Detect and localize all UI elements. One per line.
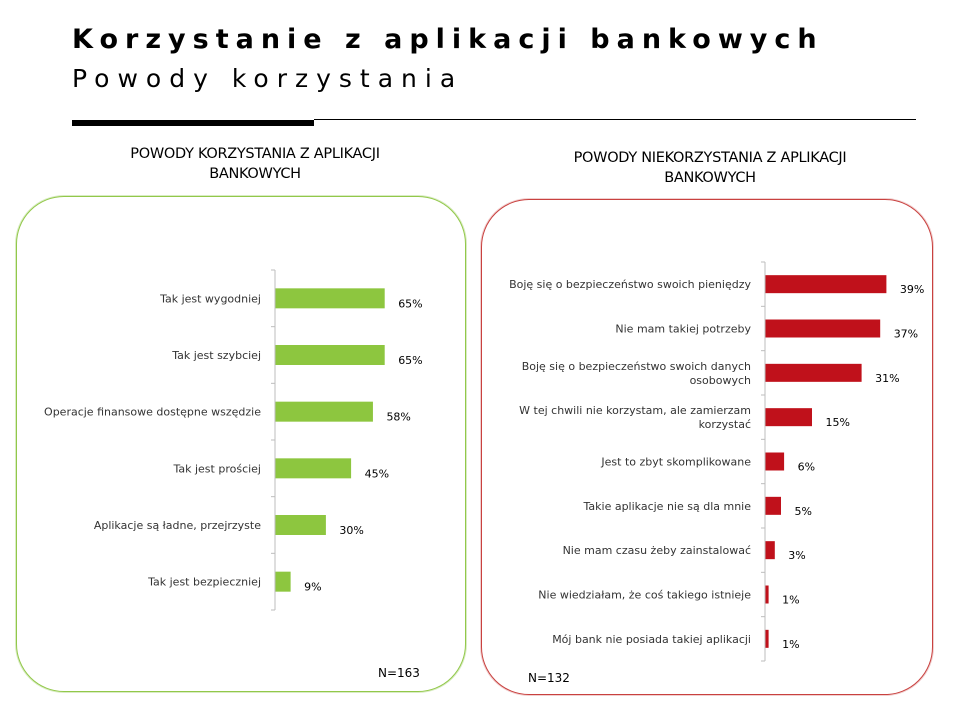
- right-category-label: Takie aplikacje nie są dla mnie: [583, 500, 752, 513]
- right-bar: [765, 408, 812, 427]
- left-bar: [275, 288, 385, 309]
- left-sample-size: N=163: [378, 666, 420, 680]
- right-bar: [765, 452, 785, 471]
- right-bar: [765, 363, 862, 382]
- right-value-label: 15%: [826, 416, 850, 429]
- left-category-label-line: Operacje finansowe dostępne wszędzie: [44, 406, 261, 419]
- right-category-label-line: Boję się o bezpieczeństwo swoich danych: [522, 360, 751, 373]
- right-bar: [765, 629, 769, 648]
- left-category-label: Operacje finansowe dostępne wszędzie: [44, 406, 261, 419]
- page-title: Korzystanie z aplikacji bankowych: [72, 24, 824, 55]
- right-category-label-line: Nie wiedziałam, że coś takiego istnieje: [538, 589, 751, 602]
- right-value-label: 37%: [894, 328, 918, 341]
- right-value-label: 3%: [788, 549, 805, 562]
- right-value-label: 1%: [782, 594, 799, 607]
- right-category-label-line: osobowych: [690, 374, 751, 387]
- left-chart-title: POWODY KORZYSTANIA Z APLIKACJI BANKOWYCH: [60, 144, 450, 184]
- right-category-label-line: Mój bank nie posiada takiej aplikacji: [552, 633, 751, 646]
- right-category-label: W tej chwili nie korzystam, ale zamierza…: [519, 404, 751, 431]
- right-chart-title: POWODY NIEKORZYSTANIA Z APLIKACJI BANKOW…: [505, 148, 915, 188]
- right-category-label-line: Nie mam czasu żeby zainstalować: [563, 544, 751, 557]
- right-category-label-line: Takie aplikacje nie są dla mnie: [583, 500, 752, 513]
- left-category-label: Tak jest bezpieczniej: [147, 576, 261, 589]
- right-chart-title-line-2: BANKOWYCH: [664, 170, 756, 186]
- left-chart-panel: [16, 196, 466, 692]
- right-bar: [765, 319, 881, 338]
- right-category-label: Jest to zbyt skomplikowane: [600, 456, 751, 469]
- left-category-label-line: Tak jest prościej: [172, 462, 261, 475]
- right-category-label: Boję się o bezpieczeństwo swoich pienięd…: [509, 278, 751, 291]
- left-category-label: Tak jest wygodniej: [159, 292, 261, 305]
- left-bar: [275, 401, 373, 422]
- right-value-label: 5%: [795, 505, 812, 518]
- right-value-label: 39%: [900, 283, 924, 296]
- right-category-label-line: W tej chwili nie korzystam, ale zamierza…: [519, 404, 751, 417]
- right-value-label: 6%: [798, 461, 815, 474]
- left-value-label: 65%: [398, 297, 422, 310]
- left-category-label: Tak jest szybciej: [171, 349, 261, 362]
- left-value-label: 9%: [304, 581, 321, 594]
- right-bar: [765, 275, 887, 294]
- right-bar: [765, 585, 769, 604]
- right-category-label-line: Boję się o bezpieczeństwo swoich pienięd…: [509, 278, 751, 291]
- right-category-label: Nie mam czasu żeby zainstalować: [563, 544, 751, 557]
- left-category-label-line: Tak jest szybciej: [171, 349, 261, 362]
- left-category-label-line: Tak jest wygodniej: [159, 292, 261, 305]
- right-category-label: Nie wiedziałam, że coś takiego istnieje: [538, 589, 751, 602]
- right-category-label-line: korzystać: [699, 418, 751, 431]
- right-category-label-line: Jest to zbyt skomplikowane: [600, 456, 751, 469]
- left-category-label: Aplikacje są ładne, przejrzyste: [94, 519, 261, 532]
- right-value-label: 1%: [782, 638, 799, 651]
- title-rule-thick: [72, 120, 314, 126]
- right-bar: [765, 541, 775, 560]
- left-chart-title-line-1: POWODY KORZYSTANIA Z APLIKACJI: [130, 146, 380, 162]
- left-category-label-line: Aplikacje są ładne, przejrzyste: [94, 519, 261, 532]
- right-bar-chart: 39% Boję się o bezpieczeństwo swoich pien…: [509, 261, 924, 662]
- right-category-label: Boję się o bezpieczeństwo swoich danych o…: [522, 360, 751, 387]
- right-bar: [765, 496, 781, 515]
- right-category-label: Nie mam takiej potrzeby: [615, 323, 751, 336]
- left-bar: [275, 458, 352, 479]
- right-category-label: Mój bank nie posiada takiej aplikacji: [552, 633, 751, 646]
- right-value-label: 31%: [875, 372, 899, 385]
- left-value-label: 45%: [365, 467, 389, 480]
- left-bar: [275, 571, 291, 592]
- right-sample-size: N=132: [528, 671, 570, 685]
- right-chart-title-line-1: POWODY NIEKORZYSTANIA Z APLIKACJI: [573, 150, 847, 166]
- left-value-label: 65%: [398, 354, 422, 367]
- left-chart-title-line-2: BANKOWYCH: [209, 166, 301, 182]
- right-category-label-line: Nie mam takiej potrzeby: [615, 323, 751, 336]
- title-rule-thin: [314, 119, 916, 120]
- left-bar: [275, 515, 326, 535]
- left-category-label-line: Tak jest bezpieczniej: [147, 576, 261, 589]
- left-category-label: Tak jest prościej: [172, 462, 261, 475]
- left-value-label: 58%: [386, 411, 410, 424]
- page-subtitle: Powody korzystania: [72, 64, 464, 93]
- left-value-label: 30%: [339, 524, 363, 537]
- left-bar-chart: 65% Tak jest wygodniej 65% Tak jest szybcie…: [44, 269, 423, 611]
- left-bar: [275, 345, 385, 365]
